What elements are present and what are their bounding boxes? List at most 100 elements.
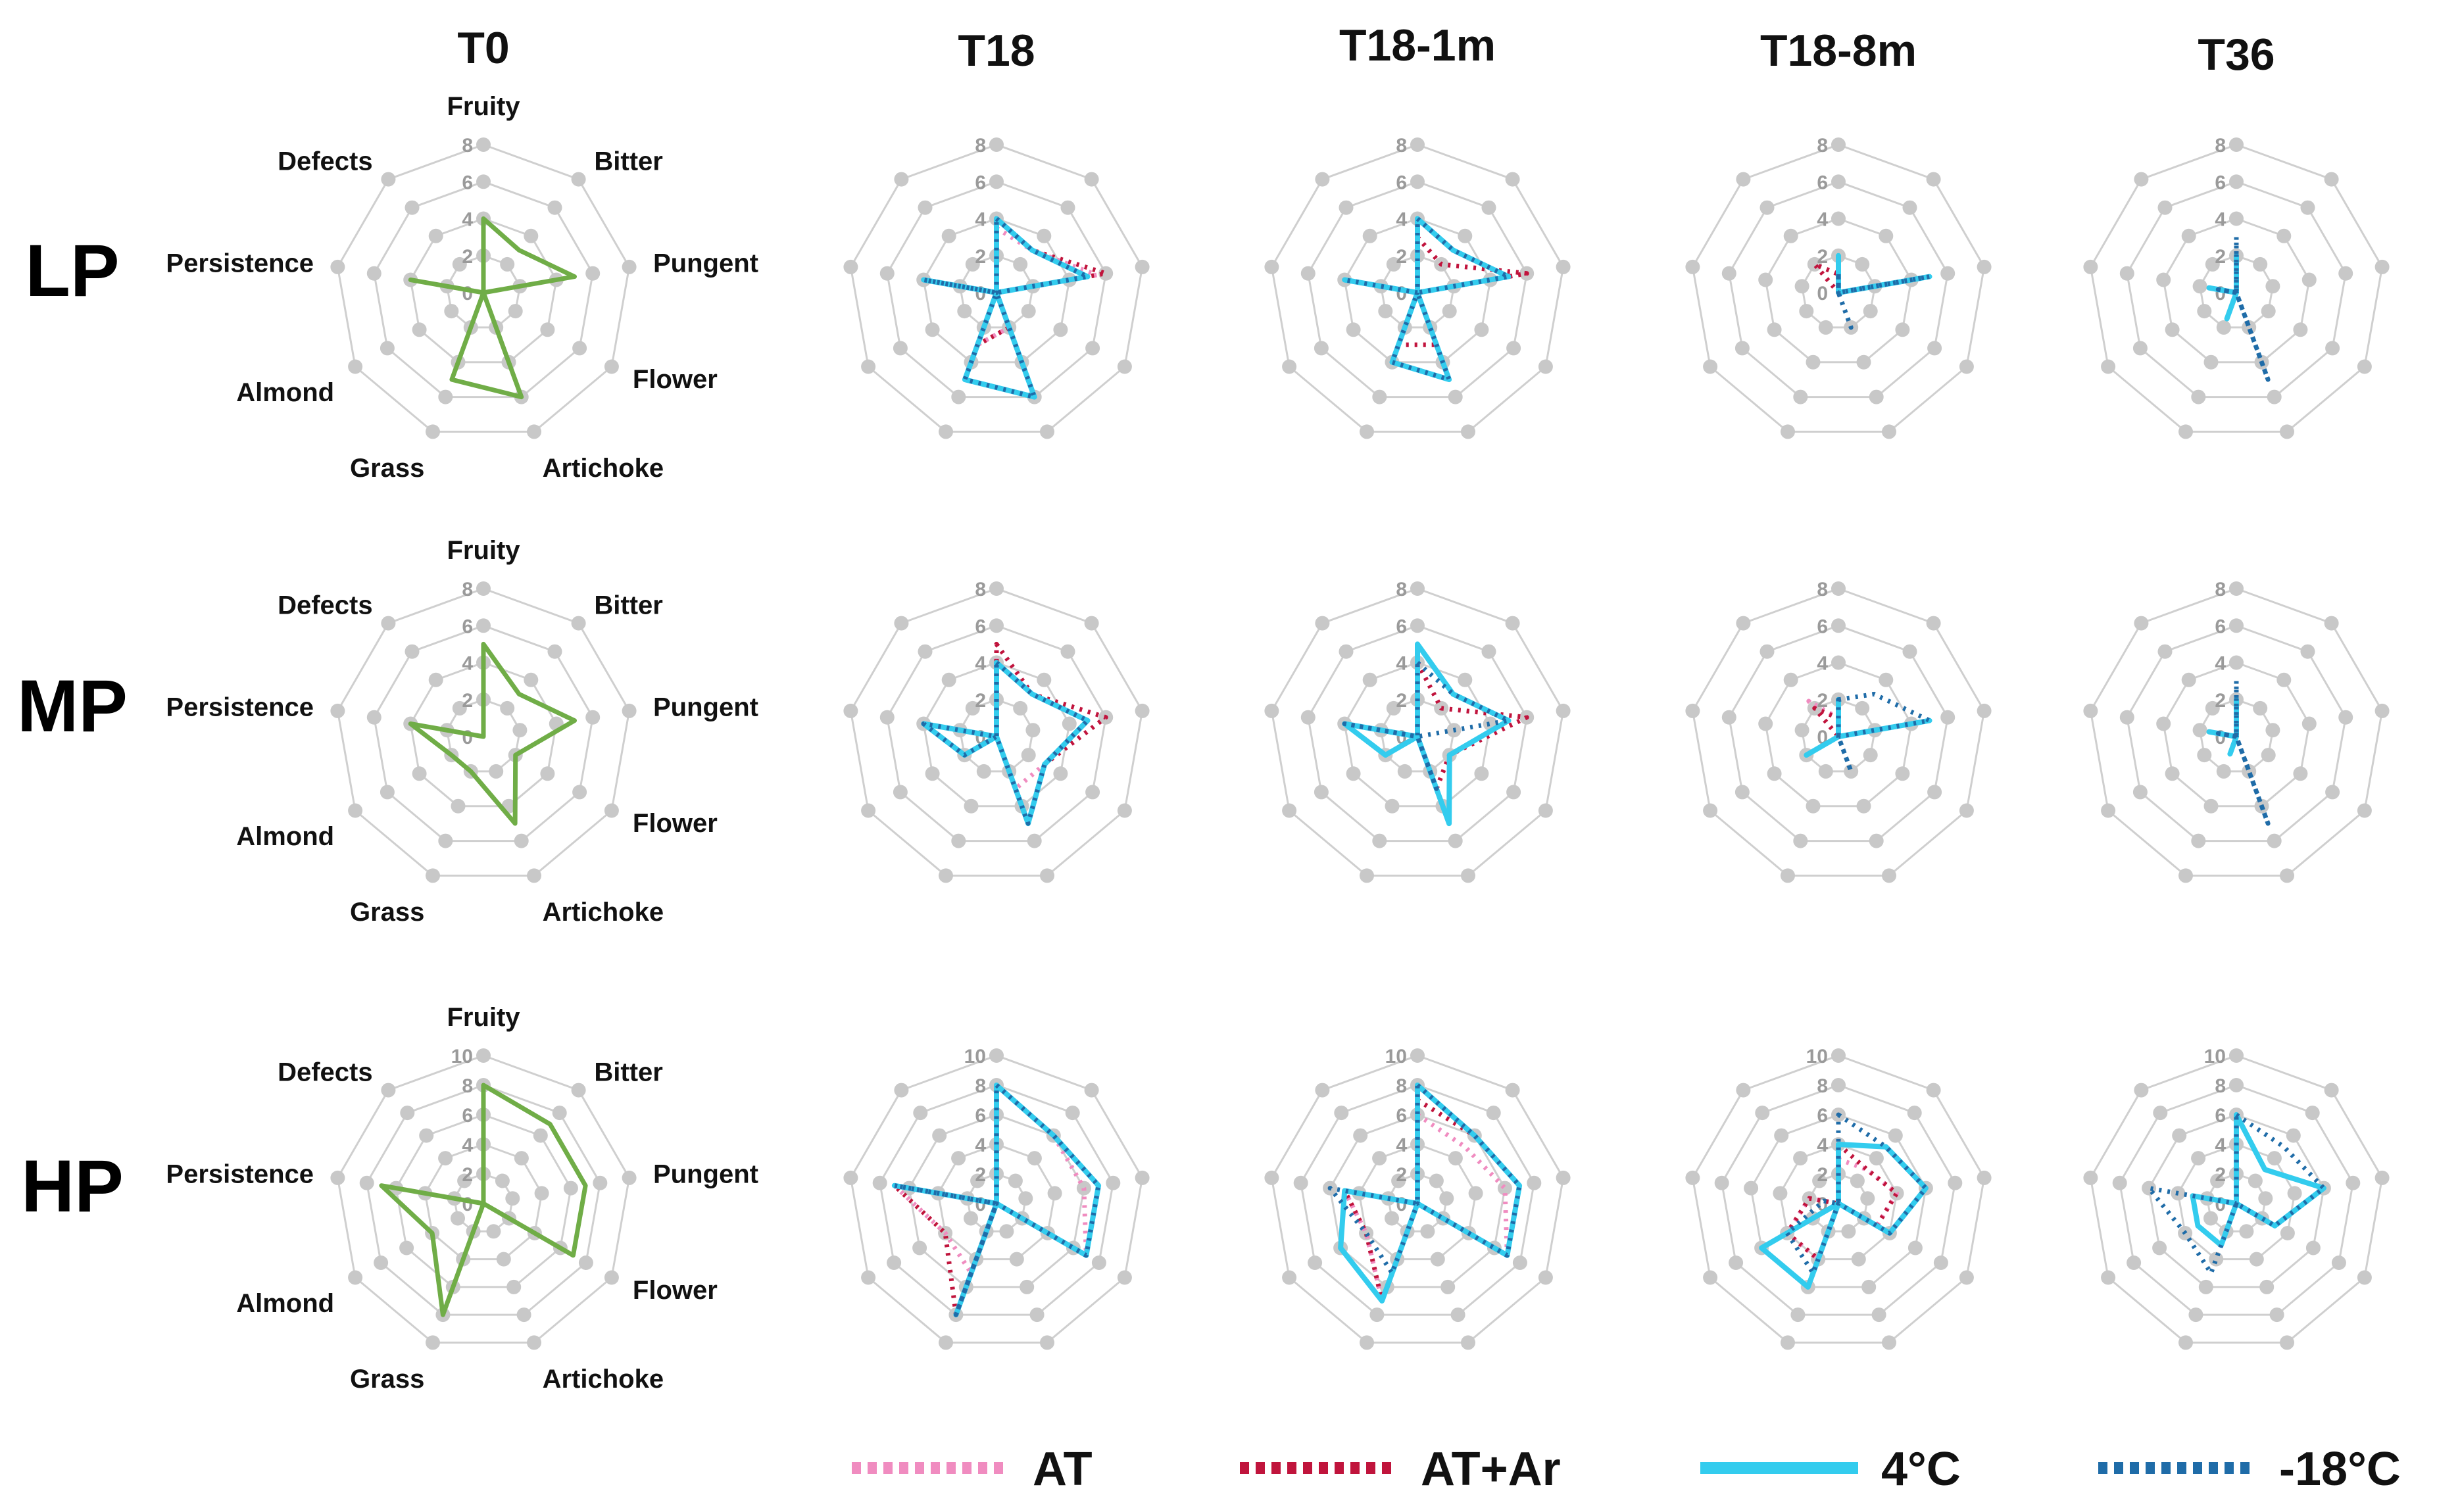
grid-node bbox=[1512, 1256, 1527, 1270]
grid-node bbox=[533, 1128, 548, 1143]
grid-node bbox=[516, 1307, 531, 1323]
tick-label: 0 bbox=[975, 1194, 986, 1215]
grid-node bbox=[514, 1151, 529, 1166]
row-title-hp: HP bbox=[21, 1145, 124, 1227]
grid-node bbox=[1314, 785, 1329, 800]
legend-label-m18c: -18°C bbox=[2279, 1443, 2401, 1496]
tick-label: 4 bbox=[975, 1134, 986, 1156]
grid-node bbox=[2324, 616, 2339, 631]
tick-label: 8 bbox=[1396, 1075, 1407, 1097]
grid-node bbox=[428, 672, 443, 687]
grid-node bbox=[1362, 228, 1377, 243]
tick-label: 0 bbox=[975, 283, 986, 305]
grid-node bbox=[2101, 803, 2116, 818]
grid-node bbox=[476, 1048, 491, 1063]
grid-node bbox=[1062, 716, 1077, 731]
grid-node bbox=[1372, 389, 1387, 404]
grid-node bbox=[1806, 798, 1821, 814]
series--18-c bbox=[2146, 1112, 2326, 1276]
grid-node bbox=[912, 1240, 927, 1256]
grid-ring bbox=[1764, 661, 1913, 808]
grid-node bbox=[861, 1270, 876, 1285]
grid-node bbox=[534, 1186, 549, 1201]
grid-node bbox=[1117, 803, 1132, 818]
grid-node bbox=[1448, 833, 1463, 848]
grid-node bbox=[1506, 785, 1521, 800]
grid-node bbox=[918, 644, 933, 659]
grid-node bbox=[1505, 616, 1520, 631]
grid-node bbox=[622, 259, 637, 274]
grid-node bbox=[843, 1170, 858, 1185]
tick-label: 6 bbox=[1817, 1105, 1828, 1127]
grid-node bbox=[2119, 266, 2134, 281]
tick-label: 2 bbox=[2215, 1164, 2226, 1186]
grid-node bbox=[1734, 341, 1750, 356]
grid-node bbox=[1282, 359, 1297, 374]
column-title-t36: T36 bbox=[2198, 30, 2275, 80]
grid-node bbox=[1781, 1335, 1795, 1350]
grid-node bbox=[1410, 174, 1425, 189]
grid-node bbox=[2083, 1170, 2098, 1185]
grid-node bbox=[2280, 868, 2294, 883]
grid-node bbox=[2305, 1240, 2321, 1256]
grid-node bbox=[2157, 644, 2173, 659]
grid-node bbox=[2197, 304, 2212, 319]
series-at-ar bbox=[1342, 1098, 1522, 1304]
axis-label-almond: Almond bbox=[236, 378, 334, 407]
grid-node bbox=[426, 868, 440, 883]
grid-node bbox=[405, 200, 420, 215]
grid-node bbox=[2152, 1240, 2167, 1256]
column-title-t18-8m: T18-8m bbox=[1760, 26, 1917, 76]
grid-node bbox=[1703, 359, 1718, 374]
grid-node bbox=[1461, 1335, 1475, 1350]
grid-node bbox=[1869, 389, 1884, 404]
axis-label-pungent: Pungent bbox=[653, 1160, 758, 1189]
grid-node bbox=[1037, 672, 1052, 687]
grid-ring bbox=[959, 698, 1034, 773]
grid-node bbox=[1339, 200, 1354, 215]
grid-node bbox=[1037, 228, 1052, 243]
grid-ring bbox=[2089, 587, 2384, 877]
series-t0 bbox=[408, 641, 577, 826]
grid-node bbox=[457, 1173, 472, 1188]
grid-node bbox=[405, 644, 420, 659]
radar-lp-t18-8m: 0 2 4 6 8 bbox=[1685, 135, 1992, 439]
grid-node bbox=[1135, 1170, 1150, 1185]
grid-node bbox=[1759, 644, 1775, 659]
grid-node bbox=[2325, 341, 2340, 356]
grid-node bbox=[951, 833, 966, 848]
grid-node bbox=[2210, 1173, 2225, 1188]
grid-ring bbox=[2199, 698, 2274, 773]
axis-label-grass: Grass bbox=[350, 898, 424, 927]
grid-node bbox=[843, 259, 858, 274]
grid-node bbox=[1869, 1151, 1884, 1166]
grid-node bbox=[451, 1211, 465, 1226]
grid-node bbox=[1861, 1279, 1877, 1294]
tick-label: 10 bbox=[1806, 1046, 1828, 1067]
radar-lp-t18-1m: 0 2 4 6 8 bbox=[1264, 135, 1571, 439]
grid-node bbox=[1362, 672, 1377, 687]
grid-node bbox=[2191, 1151, 2206, 1166]
grid-node bbox=[989, 618, 1004, 633]
grid-ring bbox=[908, 1113, 1085, 1288]
grid-node bbox=[1025, 723, 1041, 738]
grid-node bbox=[1926, 616, 1941, 631]
grid-node bbox=[2083, 259, 2098, 274]
grid-node bbox=[489, 764, 504, 779]
grid-node bbox=[2338, 266, 2353, 281]
tick-label: 0 bbox=[1396, 283, 1407, 305]
grid-ring bbox=[879, 1084, 1114, 1316]
grid-node bbox=[1927, 785, 1942, 800]
grid-node bbox=[380, 341, 395, 356]
grid-node bbox=[964, 1211, 978, 1226]
tick-label: 6 bbox=[2215, 172, 2226, 193]
grid-node bbox=[1439, 1191, 1454, 1206]
grid-ring bbox=[849, 1054, 1144, 1344]
grid-node bbox=[604, 359, 619, 374]
grid-node bbox=[366, 710, 381, 725]
grid-node bbox=[1021, 748, 1036, 763]
grid-node bbox=[1486, 1106, 1501, 1121]
grid-node bbox=[1856, 798, 1871, 814]
grid-node bbox=[604, 803, 619, 818]
